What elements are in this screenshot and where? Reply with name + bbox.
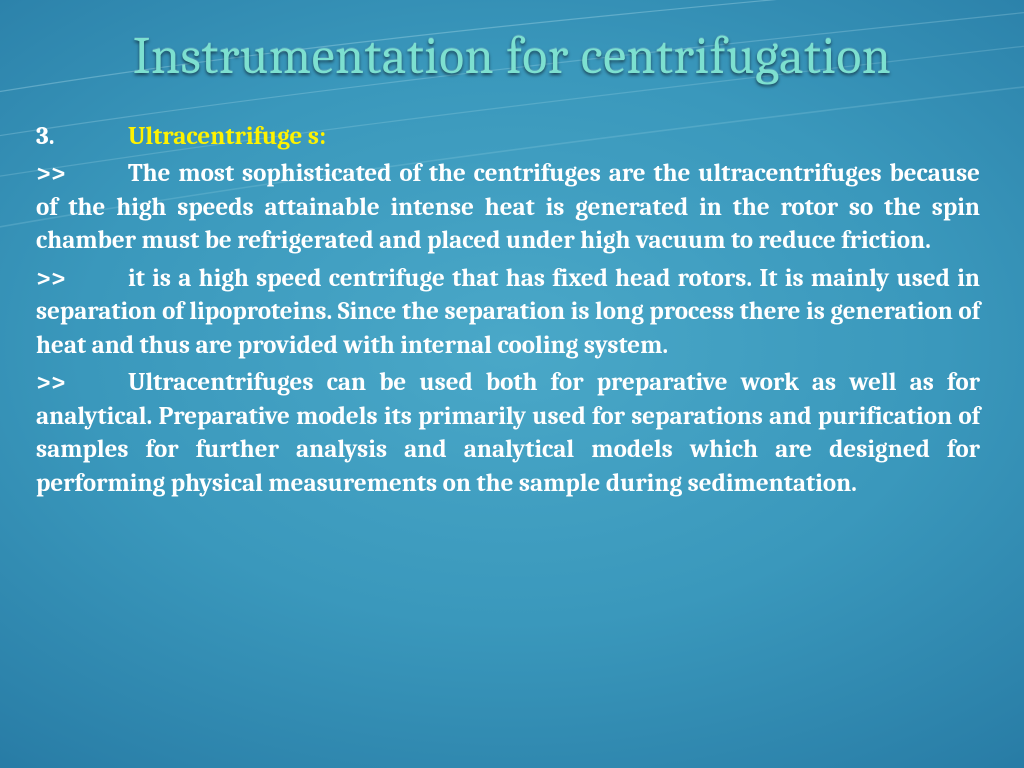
bullet-marker: >>: [36, 262, 128, 296]
slide-title: Instrumentation for centrifugation: [0, 26, 1024, 86]
slide: Instrumentation for centrifugation 3.Ult…: [0, 0, 1024, 768]
slide-body: 3.Ultracentrifuge s: >>The most sophisti…: [36, 122, 980, 504]
body-paragraph: >>Ultracentrifuges can be used both for …: [36, 366, 980, 500]
bullet-marker: >>: [36, 366, 128, 400]
body-paragraph: >>The most sophisticated of the centrifu…: [36, 157, 980, 258]
paragraph-text: Ultracentrifuges can be used both for pr…: [36, 368, 980, 498]
paragraph-text: it is a high speed centrifuge that has f…: [36, 264, 980, 360]
numbered-heading: 3.Ultracentrifuge s:: [36, 122, 980, 151]
heading-label: Ultracentrifuge s:: [128, 122, 326, 151]
heading-number: 3.: [36, 122, 128, 151]
bullet-marker: >>: [36, 157, 128, 191]
paragraph-text: The most sophisticated of the centrifuge…: [36, 159, 980, 255]
body-paragraph: >>it is a high speed centrifuge that has…: [36, 262, 980, 363]
